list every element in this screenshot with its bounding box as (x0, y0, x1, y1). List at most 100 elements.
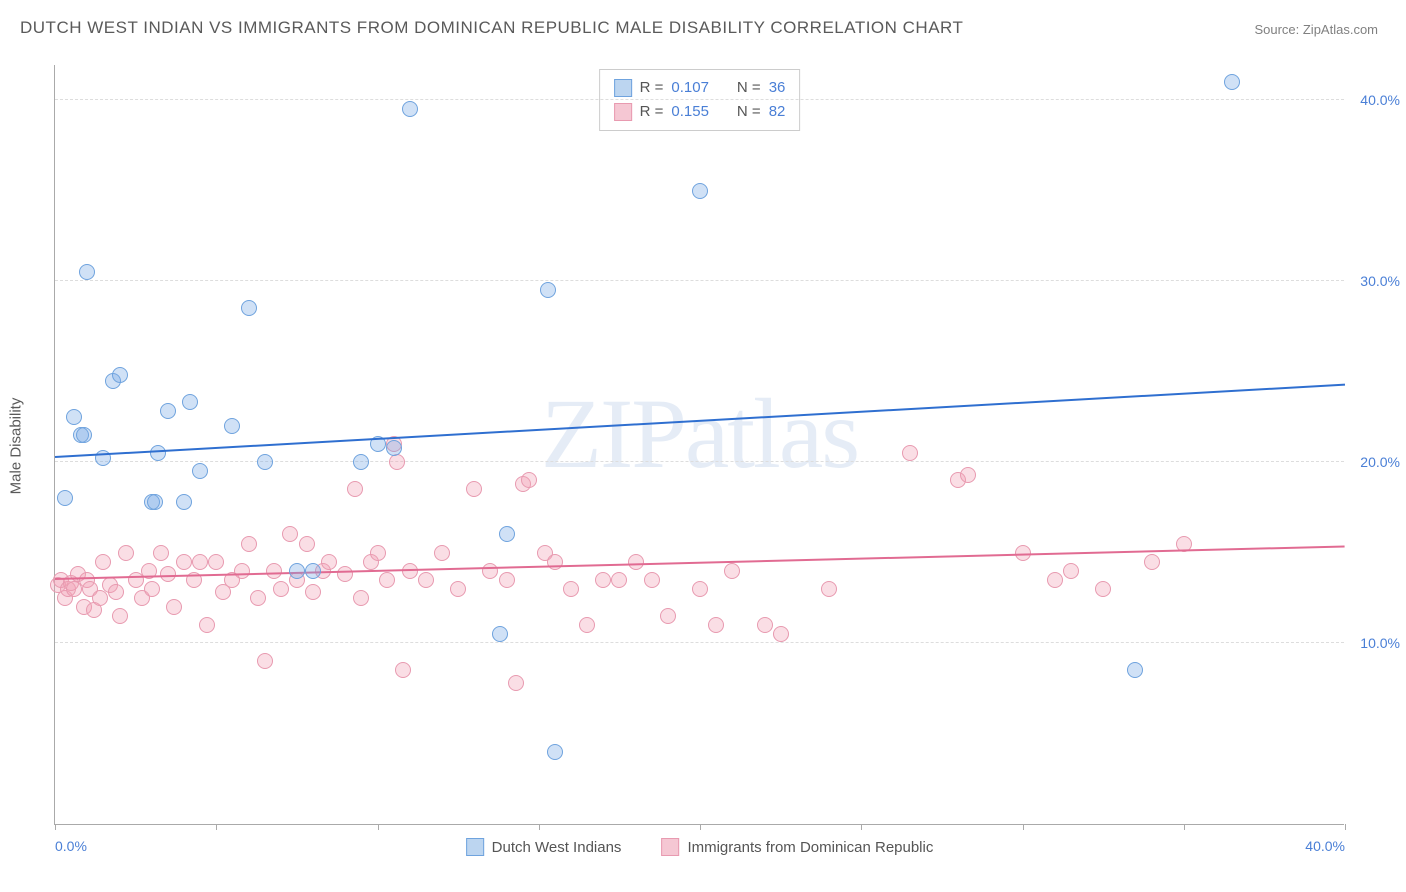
gridline (55, 642, 1344, 643)
data-point (289, 563, 305, 579)
data-point (305, 563, 321, 579)
data-point (192, 554, 208, 570)
chart-title: DUTCH WEST INDIAN VS IMMIGRANTS FROM DOM… (20, 18, 963, 38)
data-point (182, 394, 198, 410)
xtick (861, 824, 862, 830)
data-point (1063, 563, 1079, 579)
r-label: R = (640, 76, 664, 100)
data-point (492, 626, 508, 642)
data-point (250, 590, 266, 606)
data-point (266, 563, 282, 579)
gridline (55, 99, 1344, 100)
bottom-legend: Dutch West Indians Immigrants from Domin… (466, 838, 934, 856)
xtick (1023, 824, 1024, 830)
data-point (76, 427, 92, 443)
data-point (176, 554, 192, 570)
data-point (147, 494, 163, 510)
legend-item-1: Dutch West Indians (466, 838, 622, 856)
gridline (55, 280, 1344, 281)
swatch-series-1 (466, 838, 484, 856)
swatch-series-2 (661, 838, 679, 856)
data-point (499, 526, 515, 542)
n-value-2: 82 (769, 100, 786, 124)
data-point (644, 572, 660, 588)
data-point (1095, 581, 1111, 597)
data-point (692, 581, 708, 597)
data-point (199, 617, 215, 633)
data-point (241, 536, 257, 552)
n-value-1: 36 (769, 76, 786, 100)
data-point (79, 264, 95, 280)
ytick-label: 30.0% (1360, 273, 1400, 289)
xtick (1345, 824, 1346, 830)
r-value-2: 0.155 (671, 100, 709, 124)
xtick-label: 40.0% (1305, 838, 1345, 854)
data-point (208, 554, 224, 570)
y-axis-label: Male Disability (8, 398, 25, 495)
data-point (112, 608, 128, 624)
data-point (192, 463, 208, 479)
stats-row-series-1: R = 0.107 N = 36 (614, 76, 786, 100)
legend-label-2: Immigrants from Dominican Republic (687, 839, 933, 856)
data-point (321, 554, 337, 570)
watermark-text: ZIPatlas (541, 376, 858, 491)
data-point (57, 490, 73, 506)
data-point (482, 563, 498, 579)
data-point (499, 572, 515, 588)
data-point (611, 572, 627, 588)
data-point (521, 472, 537, 488)
data-point (234, 563, 250, 579)
xtick (700, 824, 701, 830)
data-point (395, 662, 411, 678)
data-point (563, 581, 579, 597)
data-point (153, 545, 169, 561)
data-point (418, 572, 434, 588)
data-point (1047, 572, 1063, 588)
data-point (66, 409, 82, 425)
data-point (150, 445, 166, 461)
legend-item-2: Immigrants from Dominican Republic (661, 838, 933, 856)
data-point (821, 581, 837, 597)
data-point (257, 653, 273, 669)
data-point (386, 440, 402, 456)
gridline (55, 461, 1344, 462)
data-point (508, 675, 524, 691)
ytick-label: 40.0% (1360, 92, 1400, 108)
data-point (1144, 554, 1160, 570)
data-point (960, 467, 976, 483)
xtick-label: 0.0% (55, 838, 87, 854)
data-point (282, 526, 298, 542)
plot-area: ZIPatlas R = 0.107 N = 36 R = 0.155 N = … (54, 65, 1344, 825)
xtick (55, 824, 56, 830)
data-point (112, 367, 128, 383)
data-point (660, 608, 676, 624)
data-point (108, 584, 124, 600)
data-point (757, 617, 773, 633)
data-point (579, 617, 595, 633)
data-point (773, 626, 789, 642)
data-point (337, 566, 353, 582)
data-point (347, 481, 363, 497)
data-point (160, 403, 176, 419)
data-point (273, 581, 289, 597)
data-point (389, 454, 405, 470)
data-point (902, 445, 918, 461)
r-label: R = (640, 100, 664, 124)
data-point (118, 545, 134, 561)
data-point (305, 584, 321, 600)
data-point (402, 101, 418, 117)
data-point (299, 536, 315, 552)
data-point (434, 545, 450, 561)
xtick (1184, 824, 1185, 830)
data-point (353, 590, 369, 606)
source-label: Source: ZipAtlas.com (1254, 22, 1378, 37)
data-point (547, 744, 563, 760)
n-label: N = (737, 76, 761, 100)
data-point (224, 418, 240, 434)
data-point (628, 554, 644, 570)
trend-line (55, 384, 1345, 458)
data-point (370, 545, 386, 561)
data-point (176, 494, 192, 510)
stats-row-series-2: R = 0.155 N = 82 (614, 100, 786, 124)
swatch-series-1 (614, 79, 632, 97)
